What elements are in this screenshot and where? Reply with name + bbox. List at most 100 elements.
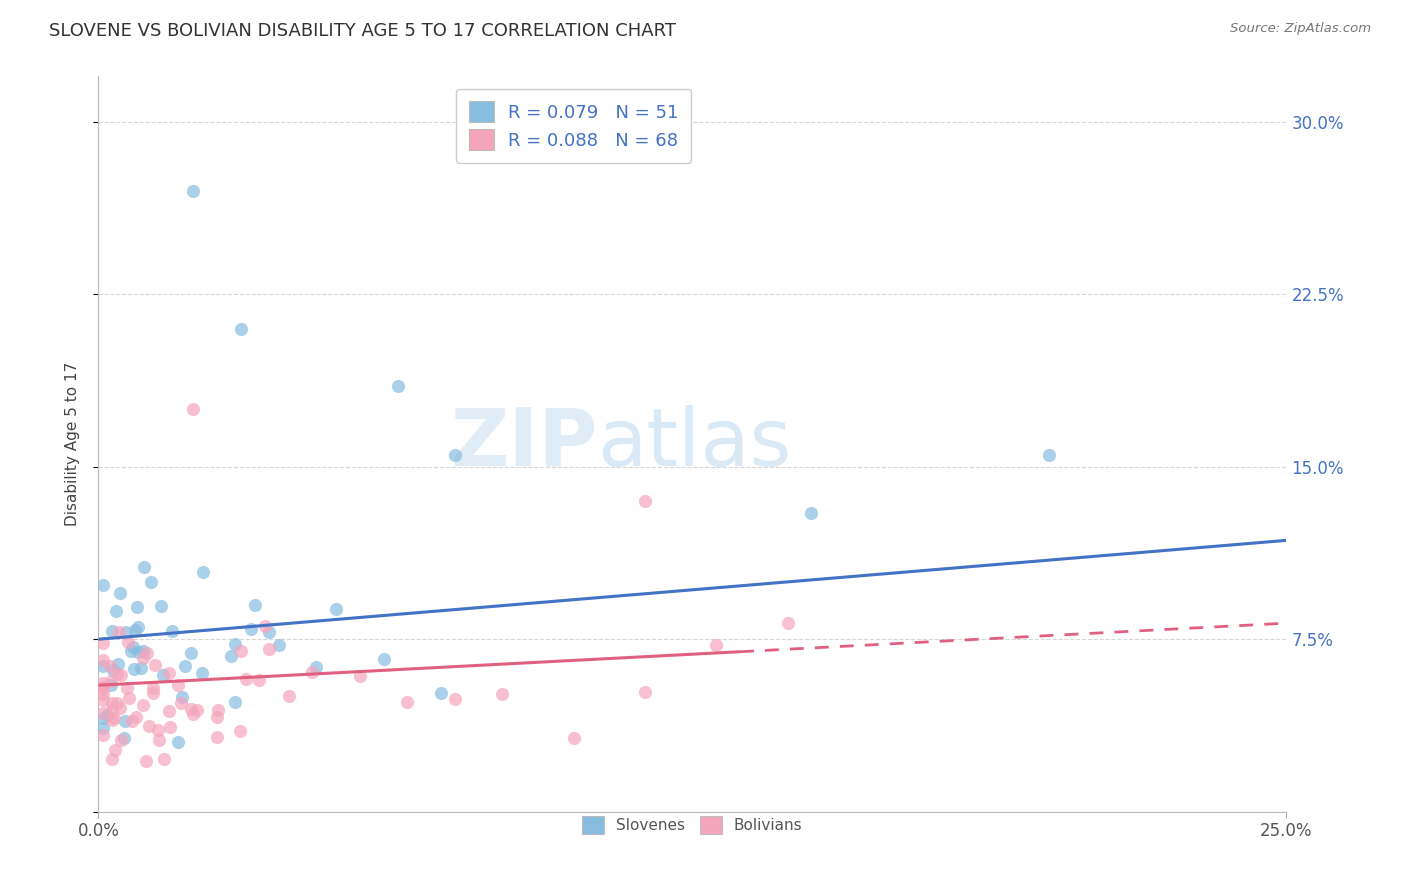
Point: [444, 448, 467, 462]
Point: [91, 635, 114, 649]
Point: [125, 710, 148, 724]
Point: [305, 660, 328, 674]
Point: [100, 713, 122, 727]
Point: [138, 719, 160, 733]
Text: ZIP: ZIP: [450, 405, 598, 483]
Point: [114, 714, 136, 728]
Point: [634, 494, 657, 508]
Point: [110, 733, 132, 747]
Point: [118, 691, 141, 706]
Point: [91, 692, 114, 706]
Point: [166, 735, 188, 749]
Point: [191, 565, 214, 579]
Y-axis label: Disability Age 5 to 17: Disability Age 5 to 17: [65, 361, 80, 526]
Point: [170, 697, 193, 711]
Point: [173, 659, 195, 673]
Point: [98, 659, 121, 673]
Point: [444, 691, 467, 706]
Point: [91, 676, 114, 690]
Point: [160, 624, 183, 639]
Point: [186, 703, 208, 717]
Point: [135, 754, 157, 768]
Point: [96, 707, 118, 722]
Point: [91, 711, 114, 725]
Text: SLOVENE VS BOLIVIAN DISABILITY AGE 5 TO 17 CORRELATION CHART: SLOVENE VS BOLIVIAN DISABILITY AGE 5 TO …: [49, 22, 676, 40]
Point: [704, 638, 727, 652]
Point: [167, 678, 190, 692]
Point: [142, 681, 165, 696]
Point: [267, 638, 290, 652]
Point: [325, 602, 347, 616]
Point: [105, 667, 128, 681]
Point: [429, 686, 451, 700]
Point: [91, 681, 114, 696]
Point: [112, 731, 135, 746]
Point: [114, 624, 136, 639]
Point: [170, 690, 193, 705]
Point: [141, 686, 163, 700]
Point: [105, 605, 128, 619]
Point: [207, 703, 229, 717]
Point: [1038, 448, 1060, 462]
Point: [240, 622, 263, 636]
Point: [131, 698, 153, 712]
Point: [247, 673, 270, 688]
Point: [132, 560, 155, 574]
Point: [127, 620, 149, 634]
Point: [91, 658, 114, 673]
Point: [259, 641, 281, 656]
Point: [562, 731, 585, 745]
Point: [120, 644, 142, 658]
Point: [110, 668, 132, 682]
Point: [121, 714, 143, 729]
Point: [124, 623, 146, 637]
Point: [205, 730, 228, 744]
Point: [101, 624, 124, 638]
Point: [491, 687, 513, 701]
Point: [101, 752, 124, 766]
Point: [103, 663, 125, 677]
Point: [277, 689, 299, 703]
Point: [221, 649, 243, 664]
Point: [129, 661, 152, 675]
Point: [150, 599, 173, 613]
Point: [108, 586, 131, 600]
Point: [159, 720, 181, 734]
Point: [224, 695, 246, 709]
Point: [157, 704, 180, 718]
Point: [132, 651, 155, 665]
Point: [108, 700, 131, 714]
Point: [127, 644, 149, 658]
Point: [103, 711, 125, 725]
Point: [115, 681, 138, 695]
Point: [183, 402, 205, 417]
Point: [235, 672, 257, 686]
Point: [148, 732, 170, 747]
Point: [91, 687, 114, 701]
Point: [191, 665, 214, 680]
Point: [107, 657, 129, 671]
Point: [124, 662, 146, 676]
Point: [259, 625, 281, 640]
Point: [229, 322, 252, 336]
Point: [91, 652, 114, 666]
Point: [107, 625, 129, 640]
Point: [121, 640, 143, 654]
Point: [91, 721, 114, 735]
Point: [229, 724, 252, 739]
Point: [101, 703, 124, 717]
Point: [152, 752, 174, 766]
Point: [152, 668, 174, 682]
Point: [634, 685, 657, 699]
Point: [91, 728, 114, 742]
Point: [387, 379, 409, 393]
Point: [373, 652, 395, 666]
Legend: Slovenes, Bolivians: Slovenes, Bolivians: [572, 805, 813, 845]
Point: [253, 619, 276, 633]
Point: [139, 574, 162, 589]
Point: [180, 702, 202, 716]
Point: [117, 635, 139, 649]
Point: [301, 665, 323, 680]
Point: [146, 723, 169, 737]
Point: [396, 695, 419, 709]
